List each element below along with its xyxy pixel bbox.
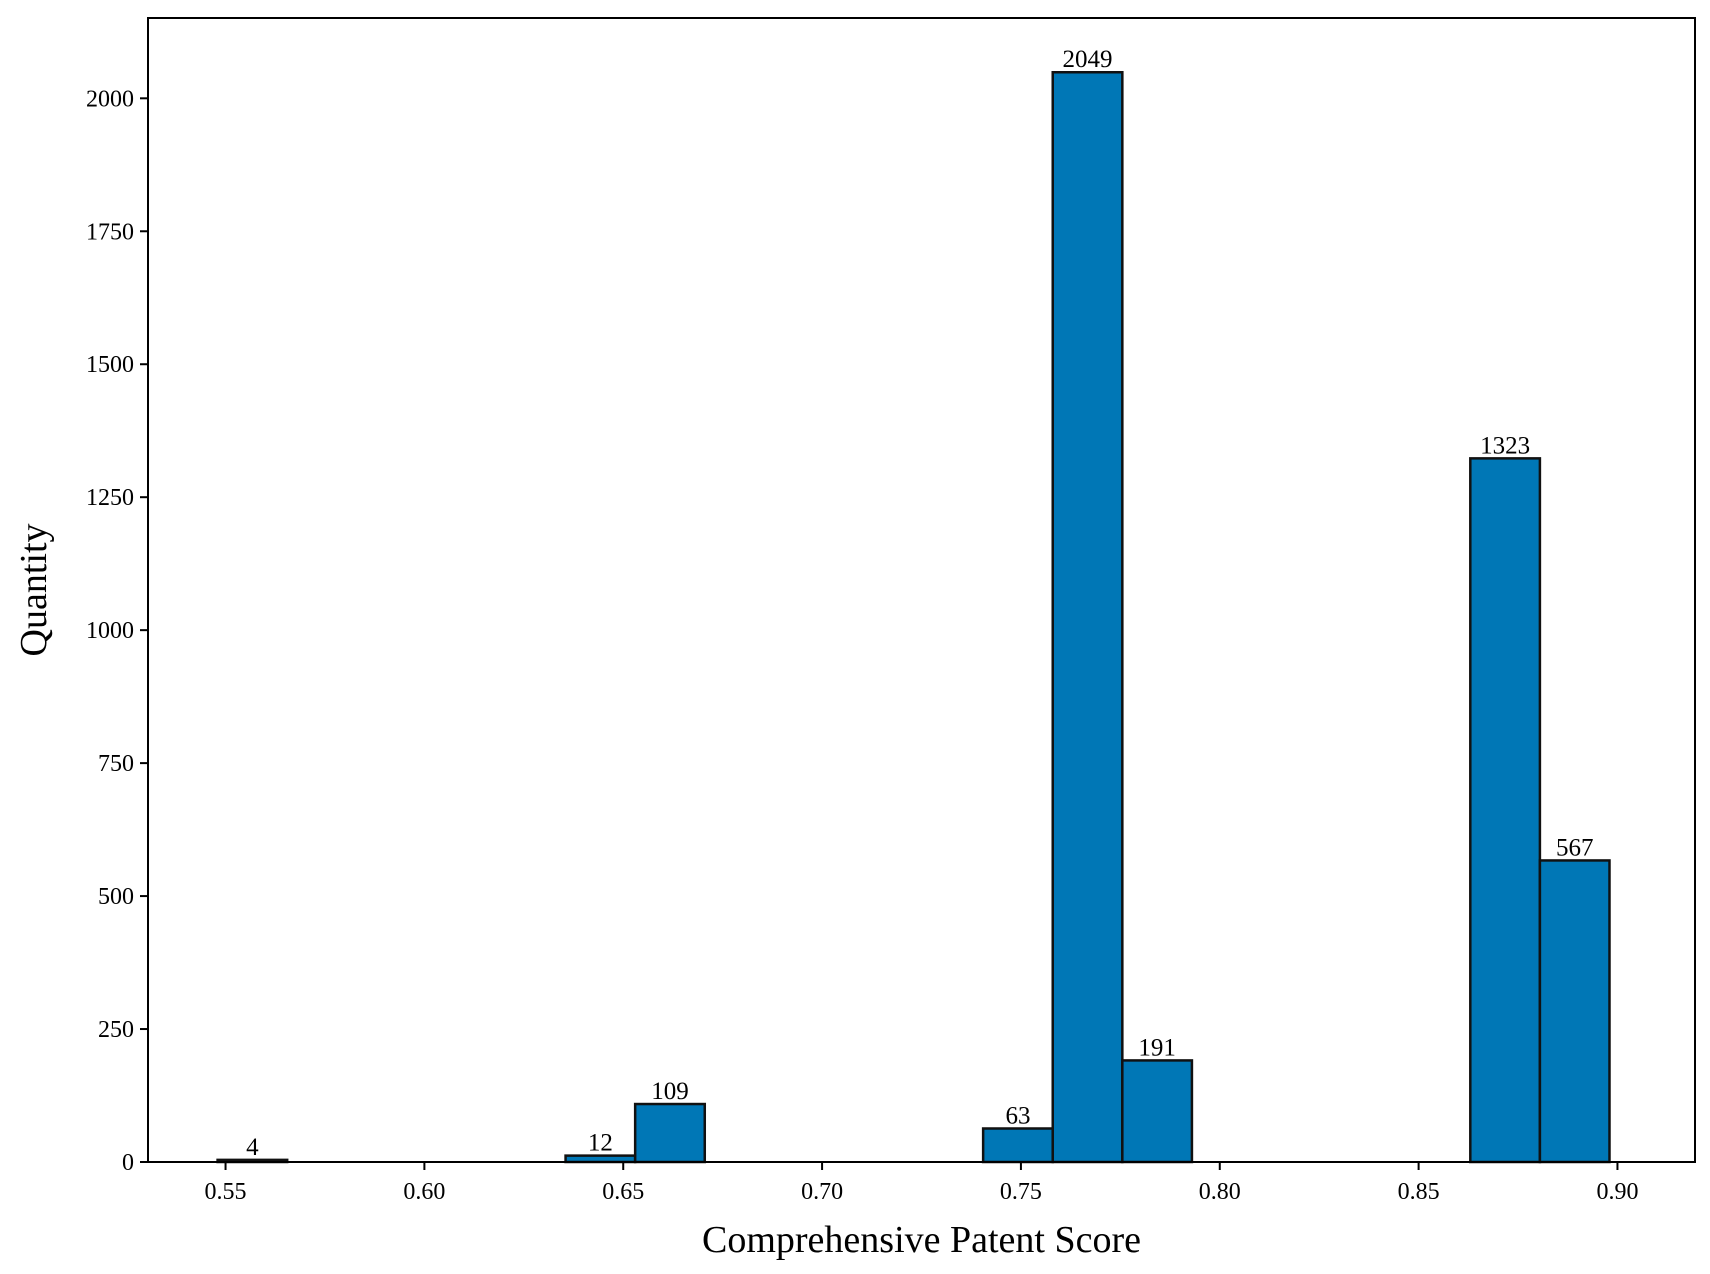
x-tick-label: 0.60 (403, 1179, 445, 1205)
histogram-bar (633, 1102, 707, 1164)
x-tick-label: 0.75 (1000, 1179, 1042, 1205)
bar-value-label: 63 (1005, 1102, 1030, 1129)
histogram-bar (981, 1127, 1054, 1164)
y-tick-label: 1500 (86, 352, 134, 378)
bar-value-label: 109 (651, 1078, 689, 1105)
bar-value-label: 191 (1138, 1034, 1176, 1061)
bar-value-label: 4 (246, 1134, 259, 1161)
y-tick-label: 750 (98, 751, 134, 777)
histogram-bar (1051, 70, 1124, 1164)
y-tick-label: 1000 (86, 618, 134, 644)
y-tick-label: 250 (98, 1017, 134, 1043)
histogram-bar (1121, 1059, 1194, 1164)
histogram-bar (1538, 859, 1611, 1164)
y-tick-label: 0 (122, 1150, 134, 1176)
bar-value-label: 2049 (1063, 46, 1113, 73)
bar-value-label: 1323 (1480, 432, 1530, 459)
bar-value-label: 567 (1556, 834, 1594, 861)
y-tick-label: 1250 (86, 485, 134, 511)
x-tick-label: 0.70 (801, 1179, 843, 1205)
y-tick-label: 1750 (86, 219, 134, 245)
x-tick-label: 0.65 (602, 1179, 644, 1205)
plot-frame (147, 17, 1696, 1163)
x-tick-label: 0.85 (1398, 1179, 1440, 1205)
y-axis: 0 250 500 750 1000 1250 1500 1750 2000 (86, 86, 148, 1176)
y-tick-label: 500 (98, 884, 134, 910)
bars-layer (216, 70, 1611, 1164)
x-tick-label: 0.90 (1596, 1179, 1638, 1205)
bar-value-label: 12 (588, 1130, 613, 1157)
x-tick-label: 0.55 (205, 1179, 247, 1205)
x-axis: 0.55 0.60 0.65 0.70 0.75 0.80 0.85 0.90 (205, 1162, 1638, 1205)
x-axis-title: Comprehensive Patent Score (702, 1219, 1141, 1261)
y-axis-title: Quantity (13, 524, 55, 657)
x-tick-label: 0.80 (1199, 1179, 1241, 1205)
bar-labels-layer: 4 12 109 63 2049 191 1323 567 (246, 46, 1593, 1161)
y-tick-label: 2000 (86, 86, 134, 112)
histogram-bar (1469, 457, 1542, 1164)
